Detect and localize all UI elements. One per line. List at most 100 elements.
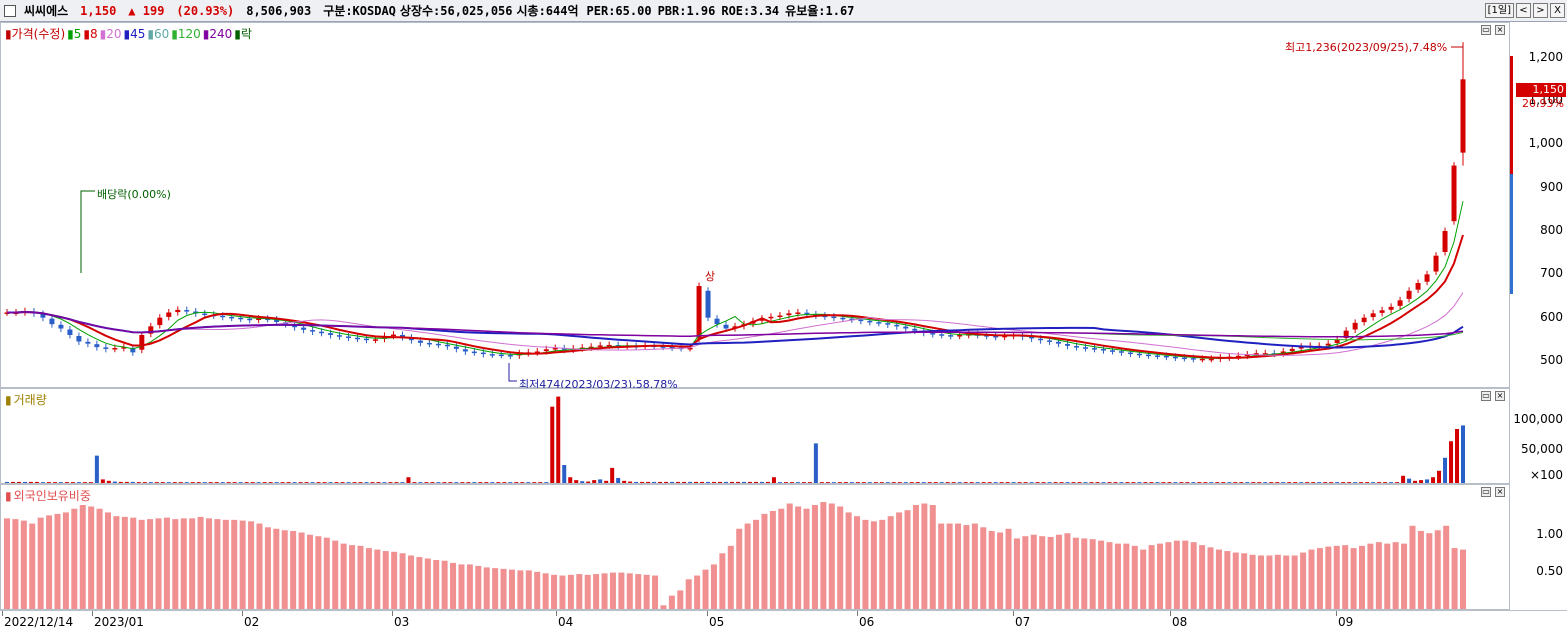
candle-body bbox=[390, 334, 396, 337]
volume-chart-panel[interactable]: ▮ 거래량 ▭ × bbox=[0, 388, 1510, 484]
candle-body bbox=[202, 313, 208, 316]
candle-body bbox=[957, 335, 963, 337]
ma-line-20 bbox=[7, 292, 1464, 356]
x-axis-label: 08 bbox=[1172, 615, 1188, 629]
price-chart-panel[interactable]: ▮가격(수정) ▮5 ▮8 ▮20 ▮45 ▮60 ▮120 ▮240 ▮락 ▭ × 최고1,2… bbox=[0, 22, 1510, 391]
volume-bar bbox=[825, 482, 830, 483]
prev-button[interactable]: < bbox=[1516, 3, 1531, 18]
x-axis-label: 03 bbox=[394, 615, 410, 629]
price-change-pct: (20.93%) bbox=[176, 3, 235, 18]
foreign-holding-panel[interactable]: ▮ 외국인보유비중 ▭ × bbox=[0, 484, 1510, 610]
volume-bar bbox=[1005, 482, 1010, 483]
foreign-bar bbox=[652, 575, 659, 609]
volume-bar bbox=[178, 482, 183, 483]
foreign-bar bbox=[559, 575, 566, 609]
foreign-bar bbox=[12, 519, 19, 609]
foreign-bar bbox=[121, 516, 128, 609]
foreign-bar bbox=[795, 506, 802, 609]
foreign-bar bbox=[214, 519, 221, 609]
foreign-bar bbox=[1460, 549, 1466, 609]
volume-bar bbox=[975, 482, 980, 483]
volume-bar bbox=[1173, 482, 1178, 483]
volume-bar bbox=[1041, 482, 1046, 483]
close-button[interactable]: X bbox=[1550, 3, 1565, 18]
candle-body bbox=[930, 333, 936, 335]
candle-body bbox=[1361, 317, 1367, 323]
foreign-bar bbox=[1056, 534, 1063, 609]
candle-body bbox=[786, 313, 792, 316]
x-axis-tick bbox=[392, 611, 393, 616]
candle-body bbox=[372, 339, 378, 341]
price-y-tick: 900 bbox=[1540, 179, 1563, 194]
candle-body bbox=[1289, 348, 1295, 352]
x-axis-tick bbox=[1013, 611, 1014, 616]
volume-bar bbox=[322, 482, 327, 483]
foreign-bar bbox=[946, 523, 953, 609]
panel-minimize-icon[interactable]: ▭ bbox=[1481, 391, 1491, 401]
volume-bar bbox=[544, 482, 549, 483]
candle-body bbox=[948, 335, 954, 337]
foreign-bar bbox=[172, 519, 179, 609]
x-axis-label: 06 bbox=[859, 615, 875, 629]
volume-bar bbox=[1101, 482, 1106, 483]
foreign-bar bbox=[1131, 545, 1138, 609]
price-y-tick: 1,200 bbox=[1528, 49, 1563, 64]
select-checkbox[interactable] bbox=[4, 4, 16, 17]
trade-volume: 8,506,903 bbox=[246, 3, 312, 18]
panel-close-icon[interactable]: × bbox=[1495, 487, 1505, 497]
foreign-bar bbox=[315, 536, 322, 609]
price-y-tick: 500 bbox=[1540, 353, 1563, 367]
volume-bar bbox=[873, 482, 878, 483]
candle-body bbox=[346, 336, 352, 338]
legend-item-8: ▮락 bbox=[234, 27, 252, 41]
panel-minimize-icon[interactable]: ▭ bbox=[1481, 487, 1491, 497]
volume-bar bbox=[76, 482, 81, 483]
candle-body bbox=[121, 347, 127, 349]
volume-bar bbox=[184, 482, 189, 483]
candle-body bbox=[480, 352, 486, 355]
volume-bar bbox=[1389, 482, 1394, 483]
volume-bar bbox=[64, 482, 69, 483]
volume-bar bbox=[1059, 482, 1064, 483]
candle-body bbox=[1397, 300, 1403, 306]
foreign-bar bbox=[887, 516, 894, 609]
panel-close-icon[interactable]: × bbox=[1495, 391, 1505, 401]
volume-bar bbox=[376, 482, 381, 483]
foreign-bar bbox=[609, 572, 616, 609]
foreign-bar bbox=[222, 519, 229, 609]
foreign-bar bbox=[1434, 530, 1441, 609]
next-button[interactable]: > bbox=[1533, 3, 1548, 18]
foreign-bar bbox=[1350, 548, 1357, 609]
volume-bar bbox=[1167, 482, 1172, 483]
period-button[interactable]: [1일] bbox=[1484, 3, 1514, 18]
volume-bar bbox=[724, 481, 729, 483]
foreign-bar bbox=[744, 523, 751, 609]
volume-bar bbox=[166, 482, 171, 483]
candle-body bbox=[885, 323, 891, 325]
foreign-bar bbox=[1274, 554, 1281, 609]
foreign-bar bbox=[349, 545, 356, 609]
volume-bar bbox=[88, 482, 93, 483]
candle-body bbox=[265, 318, 271, 321]
volume-bar bbox=[526, 482, 531, 483]
candle-body bbox=[1415, 283, 1421, 290]
volume-bar bbox=[855, 482, 860, 483]
panel-minimize-icon[interactable]: ▭ bbox=[1481, 25, 1491, 35]
high-leader bbox=[1451, 46, 1464, 55]
x-axis-tick bbox=[2, 611, 3, 616]
volume-bar bbox=[831, 482, 836, 483]
volume-bar bbox=[580, 481, 585, 483]
foreign-bar bbox=[1232, 552, 1239, 609]
foreign-legend: ▮ 외국인보유비중 bbox=[5, 489, 91, 503]
volume-bar bbox=[646, 481, 651, 483]
foreign-bar bbox=[138, 519, 145, 609]
candle-body bbox=[1074, 346, 1080, 348]
foreign-bar bbox=[1392, 542, 1399, 609]
volume-bar bbox=[1029, 482, 1034, 483]
panel-close-icon[interactable]: × bbox=[1495, 25, 1505, 35]
volume-bar bbox=[837, 482, 842, 483]
candle-body bbox=[714, 318, 720, 325]
candle-body bbox=[1154, 355, 1160, 357]
candle-body bbox=[1056, 341, 1062, 344]
foreign-bar bbox=[1157, 543, 1164, 609]
